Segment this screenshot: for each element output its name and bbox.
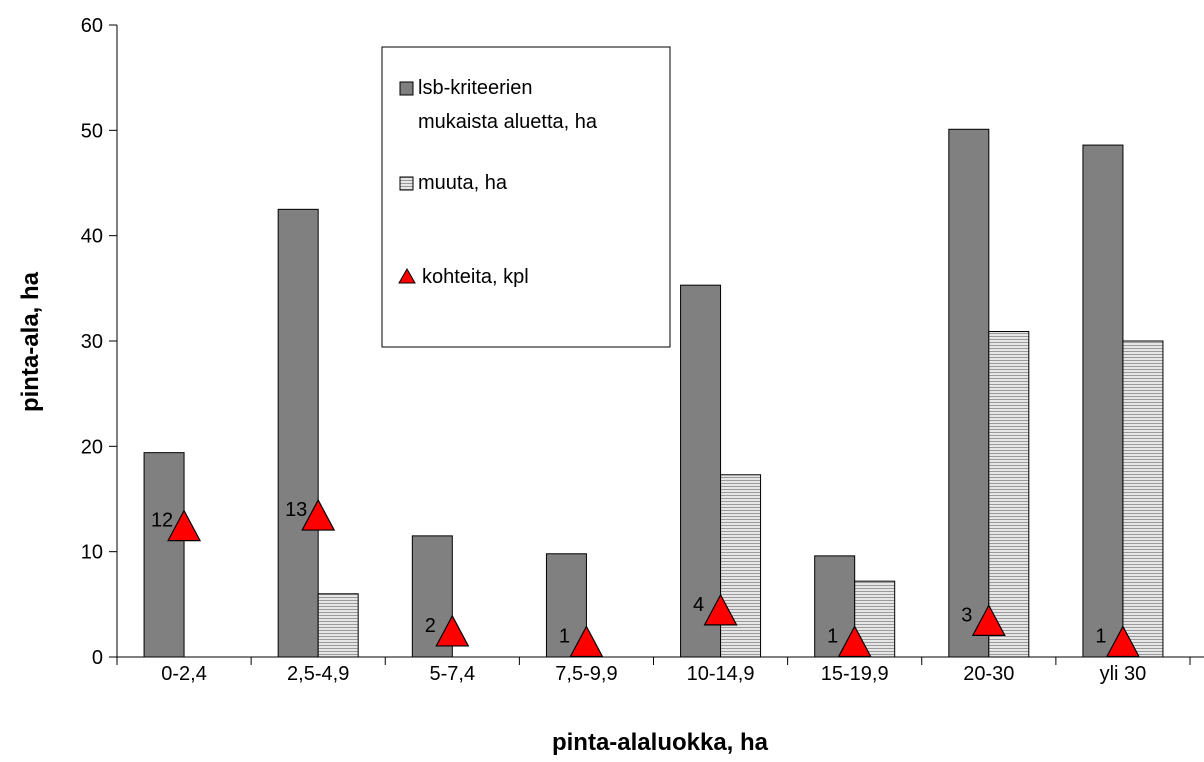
bar-muuta	[720, 474, 762, 658]
legend-label-lsb-line1: lsb-kriteerien	[418, 77, 532, 99]
legend-swatch-muuta	[399, 176, 414, 191]
marker-kohteita	[837, 625, 872, 658]
legend-swatch-kohteita	[398, 267, 416, 284]
marker-kohteita	[703, 593, 738, 626]
y-tick-label: 20	[81, 436, 103, 458]
data-label-kohteita: 2	[425, 615, 436, 637]
legend-label-kohteita: kohteita, kpl	[422, 266, 529, 288]
y-tick-label: 50	[81, 120, 103, 142]
x-tick-label: 2,5-4,9	[287, 663, 349, 685]
legend-swatch-lsb	[399, 81, 414, 96]
data-label-kohteita: 12	[151, 510, 173, 532]
y-tick-label: 30	[81, 331, 103, 353]
bar-muuta	[1122, 340, 1164, 658]
y-tick-label: 10	[81, 542, 103, 564]
marker-kohteita	[1105, 625, 1140, 658]
legend-label-lsb-line2: mukaista aluetta, ha	[418, 111, 598, 133]
y-tick-label: 60	[81, 15, 103, 37]
y-axis-title: pinta-ala, ha	[17, 271, 44, 412]
marker-kohteita	[569, 625, 604, 658]
bar-muuta	[317, 593, 359, 658]
data-label-kohteita: 1	[827, 625, 838, 647]
data-label-kohteita: 13	[285, 499, 307, 521]
data-label-kohteita: 1	[559, 625, 570, 647]
x-tick-label: 15-19,9	[821, 663, 889, 685]
y-tick-label: 40	[81, 226, 103, 248]
bar-lsb	[277, 208, 319, 658]
marker-kohteita	[435, 614, 470, 647]
x-tick-label: yli 30	[1100, 663, 1147, 685]
legend-label-muuta: muuta, ha	[418, 172, 508, 194]
data-label-kohteita: 1	[1095, 625, 1106, 647]
legend-box	[381, 46, 671, 348]
bar-muuta	[988, 331, 1030, 658]
x-tick-label: 0-2,4	[161, 663, 207, 685]
x-tick-label: 7,5-9,9	[555, 663, 617, 685]
data-label-kohteita: 4	[693, 594, 704, 616]
data-label-kohteita: 3	[961, 604, 972, 626]
marker-kohteita	[971, 604, 1006, 637]
bar-lsb	[1082, 144, 1124, 658]
bar-lsb	[143, 452, 185, 658]
x-tick-label: 10-14,9	[687, 663, 755, 685]
bar-lsb	[680, 284, 722, 658]
y-tick-label: 0	[92, 647, 103, 669]
marker-kohteita	[301, 498, 336, 531]
x-tick-label: 20-30	[963, 663, 1014, 685]
marker-kohteita	[167, 509, 202, 542]
bar-lsb	[948, 128, 990, 658]
x-axis-title: pinta-alaluokka, ha	[552, 729, 769, 756]
x-tick-label: 5-7,4	[430, 663, 476, 685]
